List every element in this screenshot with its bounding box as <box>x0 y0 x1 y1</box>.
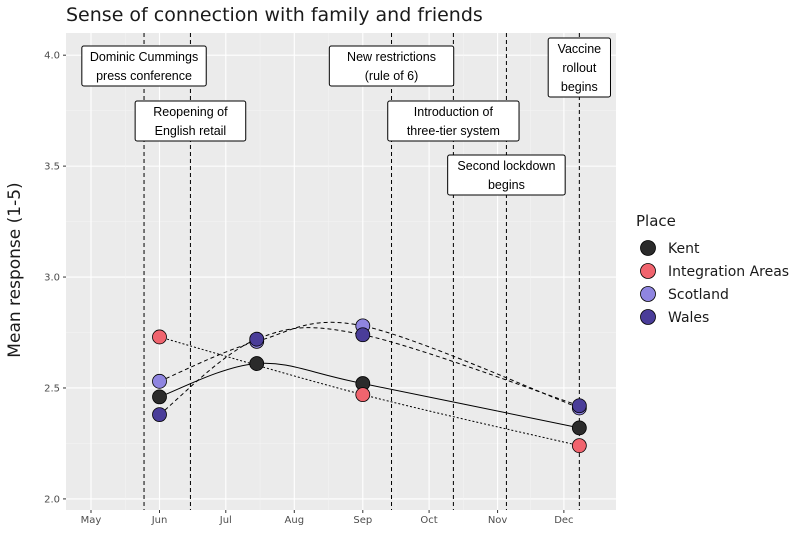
annotation-box <box>134 100 247 142</box>
y-tick-label: 4.0 <box>44 51 60 62</box>
annotation-text: Second lockdown <box>457 159 555 173</box>
legend-label: Wales <box>668 310 709 326</box>
series-line-integration-areas <box>159 336 580 447</box>
x-tick-label: Oct <box>420 515 437 526</box>
data-point-integration-areas <box>355 387 371 403</box>
data-point-kent <box>571 420 587 436</box>
annotation-text: Reopening of <box>153 105 228 119</box>
series-lines <box>159 321 580 447</box>
annotation-text: begins <box>561 80 598 94</box>
data-point-kent <box>249 356 265 371</box>
x-tick-label: May <box>81 515 102 526</box>
legend-title: Place <box>636 212 676 230</box>
data-point-wales <box>571 398 587 414</box>
x-axis-ticks: May Jun Jul Aug Sep Oct Nov Dec <box>81 510 574 526</box>
y-tick-label: 3.5 <box>44 162 60 173</box>
annotation-box <box>387 100 520 142</box>
y-axis-label: Mean response (1-5) <box>5 182 25 357</box>
data-point-scotland <box>152 373 167 389</box>
x-tick-label: Jul <box>219 515 232 526</box>
legend-key <box>640 286 656 302</box>
series-line-kent <box>159 362 580 429</box>
legend-label: Integration Areas <box>668 264 789 280</box>
y-tick-label: 2.0 <box>44 494 60 505</box>
annotation-box <box>328 45 455 87</box>
x-tick-label: Sep <box>353 515 372 526</box>
legend-key <box>640 240 656 256</box>
data-point-wales <box>249 331 265 347</box>
data-points <box>152 318 587 454</box>
data-point-wales <box>355 327 371 343</box>
x-tick-label: Jun <box>151 515 168 526</box>
annotation-text: rollout <box>562 61 597 75</box>
annotation-text: three-tier system <box>407 124 500 138</box>
x-tick-label: Aug <box>285 515 305 526</box>
legend-key <box>640 309 656 325</box>
x-tick-label: Dec <box>554 515 573 526</box>
annotation-box <box>547 37 611 98</box>
annotation-text: (rule of 6) <box>365 69 419 83</box>
y-tick-label: 3.0 <box>44 273 60 284</box>
annotation-box <box>447 154 566 196</box>
legend: Place Kent Integration Areas Scotland Wales <box>636 212 789 326</box>
data-point-integration-areas <box>152 329 167 345</box>
legend-label: Kent <box>668 241 700 257</box>
legend-label: Scotland <box>668 287 729 303</box>
series-line-scotland <box>159 321 580 409</box>
chart-title: Sense of connection with family and frie… <box>66 4 483 26</box>
series-line-wales <box>159 327 580 415</box>
event-annotations: Dominic Cummings press conference Reopenin… <box>81 37 611 196</box>
data-point-kent <box>152 389 167 405</box>
legend-key <box>640 263 656 279</box>
annotation-text: Vaccine <box>558 42 602 56</box>
annotation-text: Introduction of <box>414 105 494 119</box>
y-axis-ticks: 2.0 2.5 3.0 3.5 4.0 <box>44 51 66 505</box>
annotation-text: Dominic Cummings <box>90 50 198 64</box>
data-point-wales <box>152 407 167 423</box>
x-tick-label: Nov <box>488 515 508 526</box>
y-tick-label: 2.5 <box>44 383 60 394</box>
annotation-text: New restrictions <box>347 50 436 64</box>
annotation-box <box>81 45 207 87</box>
annotation-text: English retail <box>155 124 227 138</box>
annotation-text: press conference <box>96 69 192 83</box>
data-point-integration-areas <box>571 438 587 454</box>
annotation-text: begins <box>488 178 525 192</box>
